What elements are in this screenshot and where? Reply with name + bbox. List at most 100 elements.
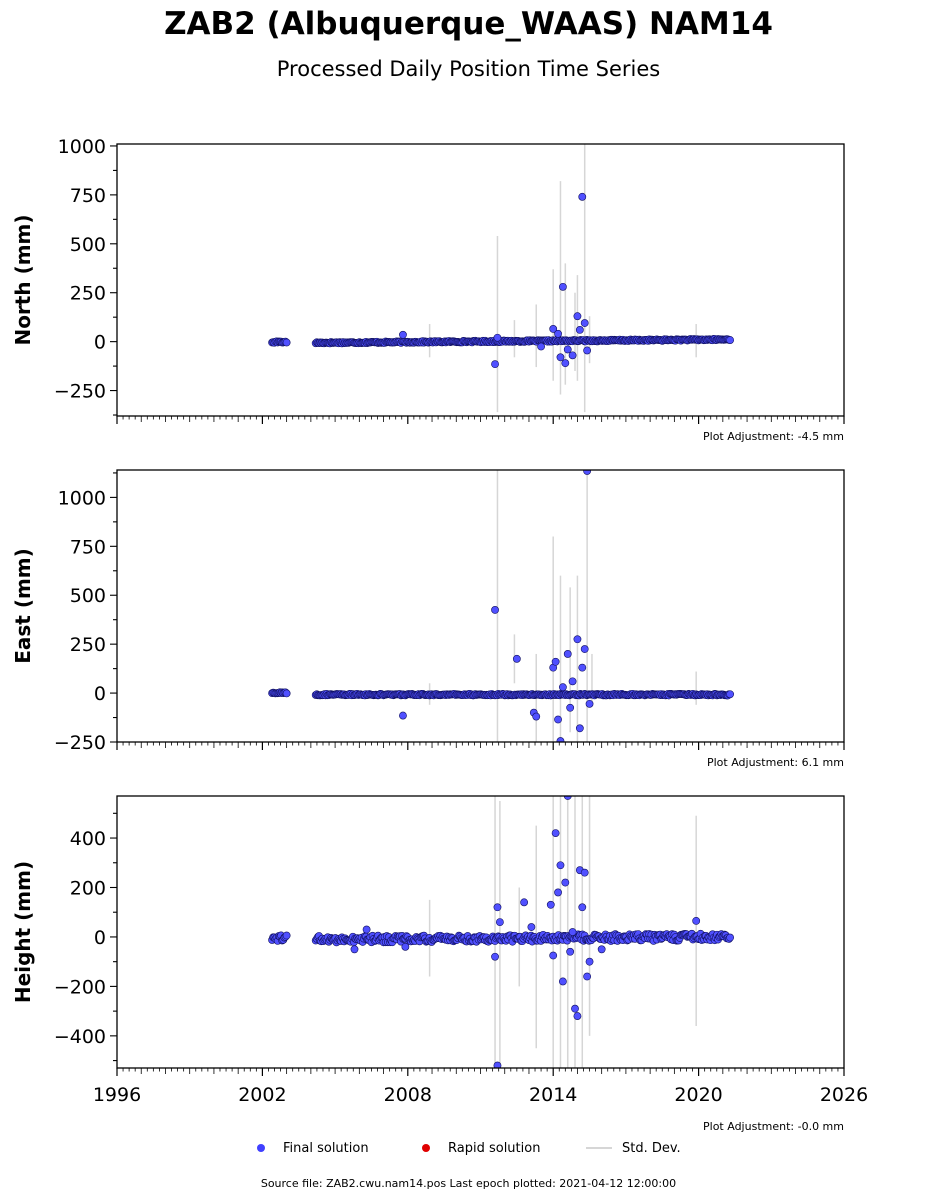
final-solution-outlier [573,635,582,644]
plot-adjustment: Plot Adjustment: -4.5 mm [703,430,844,443]
final-solution-point [726,933,735,942]
final-solution-point [726,690,735,699]
final-solution-outlier [561,359,570,368]
final-solution-outlier [350,945,359,954]
final-solution-outlier [568,351,577,360]
final-solution-outlier [573,1012,582,1020]
final-solution-outlier [491,360,499,369]
final-solution-outlier [556,861,565,870]
panel-3: −400 −200 0 200 400 Height (mm) Plot Adjustmen… [11,795,845,1133]
final-solution-outlier [491,952,499,961]
x-tick-label: 2008 [384,1084,432,1106]
final-solution-outlier [549,325,558,333]
y-tick-label: 1000 [58,136,106,158]
y-tick-label: 400 [70,828,106,850]
y-tick-label: −250 [54,732,106,754]
plot-adjustment: Plot Adjustment: -0.0 mm [703,1120,844,1133]
final-solution-outlier [585,957,594,966]
y-tick-label: 200 [70,877,106,899]
final-solution-outlier [554,715,562,724]
plot-area [268,470,735,742]
final-solution-outlier [578,903,587,912]
panel-1: −250 0 250 500 750 1000 North (mm) Plot Adjustm… [11,136,845,443]
legend: Final solution Rapid solution Std. Dev. [0,1138,937,1158]
source-footer: Source file: ZAB2.cwu.nam14.pos Last epo… [260,1177,677,1190]
final-solution-outlier [401,942,410,951]
final-solution-outlier [532,712,541,721]
legend-final-marker [257,1144,265,1152]
final-solution-outlier [558,282,567,291]
y-tick-label: 500 [70,234,106,256]
y-tick-label: −400 [54,1026,106,1048]
y-tick-label: 250 [70,634,106,656]
x-tick-label: 2026 [820,1084,868,1106]
y-tick-label: 0 [94,927,106,949]
final-solution-outlier [575,724,584,733]
final-solution-outlier [512,654,521,663]
final-solution-outlier [493,903,502,912]
final-solution-point [726,336,735,344]
final-solution-outlier [493,333,502,342]
y-tick-label: 250 [70,283,106,305]
legend-rapid: Rapid solution [422,1138,540,1158]
final-solution-outlier [568,677,577,686]
plot-area [268,144,735,413]
final-solution-outlier [362,925,371,934]
final-solution-outlier [566,703,575,712]
final-solution-outlier [566,947,575,956]
x-tick-label: 2020 [674,1084,722,1106]
final-solution-outlier [585,699,594,708]
final-solution-point [282,338,291,347]
final-solution-outlier [597,945,606,954]
final-solution-outlier [493,1061,502,1068]
final-solution-outlier [575,325,584,334]
final-solution-outlier [554,329,562,338]
final-solution-outlier [556,737,565,742]
y-tick-label: 750 [70,536,106,558]
final-solution-outlier [583,346,592,355]
final-solution-outlier [399,711,407,720]
panel-2: −250 0 250 500 750 1000 East (mm) Plot Adjustme… [11,469,845,769]
panel-frame [116,795,845,1069]
final-solution-outlier [580,319,589,327]
chart-subtitle: Processed Daily Position Time Series [276,57,661,81]
y-tick-label: −200 [54,976,106,998]
final-solution-outlier [573,312,582,321]
final-solution-outlier [568,928,577,936]
final-solution-outlier [537,342,545,351]
y-axis-label: East (mm) [11,548,35,664]
final-solution-outlier [563,345,572,354]
legend-stddev: Std. Dev. [586,1138,681,1158]
y-axis-label: North (mm) [11,214,35,345]
y-tick-label: 1000 [58,487,106,509]
x-tick-label: 2002 [238,1084,286,1106]
final-solution-outlier [495,918,504,927]
final-solution-outlier [527,923,536,931]
final-solution-outlier [578,663,587,672]
x-tick-label: 2014 [529,1084,577,1106]
final-solution-outlier [546,900,555,909]
final-solution-outlier [583,470,592,475]
legend-stddev-label: Std. Dev. [622,1140,681,1156]
y-tick-label: −250 [54,381,106,403]
panel-frame [116,469,845,743]
final-solution-outlier [692,916,701,925]
y-tick-label: 0 [94,332,106,354]
plot-adjustment: Plot Adjustment: 6.1 mm [707,756,844,769]
final-solution-outlier [491,606,499,614]
panel-frame [116,143,845,417]
y-axis-label: Height (mm) [11,861,35,1003]
legend-final: Final solution [257,1138,369,1158]
y-tick-label: 500 [70,585,106,607]
final-solution-outlier [571,1004,579,1013]
final-solution-outlier [399,330,407,339]
final-solution-outlier [551,657,560,666]
legend-rapid-marker [422,1144,430,1152]
chart-title: ZAB2 (Albuquerque_WAAS) NAM14 [164,6,773,42]
plot-area [268,796,735,1068]
y-tick-label: 750 [70,185,106,207]
final-solution-outlier [549,951,558,960]
final-solution-outlier [556,353,565,362]
final-solution-outlier [578,192,587,201]
